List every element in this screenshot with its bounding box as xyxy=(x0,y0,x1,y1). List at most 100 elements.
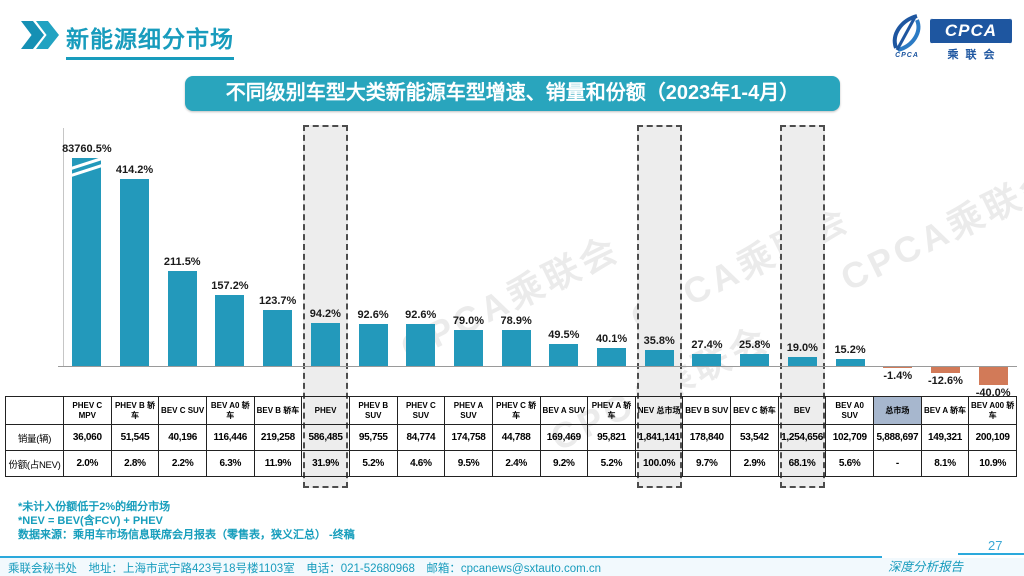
table-share-cell: 100.0% xyxy=(635,451,684,477)
footer-divider-right xyxy=(958,553,1024,555)
growth-bar xyxy=(501,330,531,366)
table-sales-cell: 178,840 xyxy=(683,425,732,451)
footer-strip xyxy=(0,558,1024,576)
growth-bar xyxy=(740,354,770,366)
table-sales-cell: 84,774 xyxy=(397,425,446,451)
table-share-cell: - xyxy=(874,451,922,477)
table-sales-cell: 219,258 xyxy=(254,425,303,451)
growth-value-label: 414.2% xyxy=(115,164,154,177)
table-share-cell: 4.6% xyxy=(397,451,446,477)
table-share-cell: 5.2% xyxy=(588,451,636,477)
table-share-cell: 9.7% xyxy=(683,451,732,477)
table-share-cell: 10.9% xyxy=(969,451,1017,477)
table-sales-cell: 53,542 xyxy=(731,425,779,451)
table-header-cell: PHEV C MPV xyxy=(64,397,112,425)
table-header-cell: BEV A00 轿车 xyxy=(969,397,1017,425)
growth-bar xyxy=(406,324,436,366)
footnote: *未计入份额低于2%的细分市场 xyxy=(18,501,171,513)
growth-bar xyxy=(310,323,340,366)
growth-bar xyxy=(453,330,483,366)
table-share-cell: 8.1% xyxy=(921,451,970,477)
growth-bar xyxy=(120,179,150,366)
highlight-box xyxy=(302,125,348,488)
table-header-cell: BEV A0 轿车 xyxy=(206,397,255,425)
growth-value-label: 27.4% xyxy=(691,338,723,351)
growth-bar xyxy=(215,295,245,366)
cpca-logo-subtitle: 乘联会 xyxy=(947,49,1002,61)
growth-bar xyxy=(835,359,865,366)
table-corner-cell xyxy=(6,397,64,425)
growth-value-label: -1.4% xyxy=(883,369,913,382)
table-sales-cell: 51,545 xyxy=(111,425,160,451)
chevron-right-icon xyxy=(36,21,59,49)
growth-value-label: 78.9% xyxy=(500,315,532,328)
table-sales-cell: 36,060 xyxy=(64,425,112,451)
table-share-cell: 2.0% xyxy=(64,451,112,477)
segment-table: PHEV C MPV PHEV B 轿车 BEV C SUV BEV A0 轿车 BEV… xyxy=(5,396,1017,477)
table-share-cell: 2.4% xyxy=(492,451,541,477)
footnotes: *未计入份额低于2%的细分市场 *NEV = BEV(含FCV) + PHEV … xyxy=(18,500,355,542)
highlight-box xyxy=(636,125,682,488)
footnote: 数据来源：乘用车市场信息联席会月报表（零售表，狭义汇总） -终稿 xyxy=(18,529,355,541)
growth-bar xyxy=(167,270,197,366)
table-sales-cell: 169,469 xyxy=(540,425,589,451)
chart-title-banner: 不同级别车型大类新能源车型增速、销量和份额（2023年1-4月） xyxy=(185,76,840,111)
growth-value-label: 157.2% xyxy=(211,280,249,293)
growth-bar xyxy=(930,367,960,373)
growth-bar xyxy=(549,343,579,366)
growth-value-label: 92.6% xyxy=(405,309,437,322)
table-sales-cell: 5,888,697 xyxy=(874,425,922,451)
table-sales-cell: 95,755 xyxy=(349,425,398,451)
table-sales-cell: 1,841,141 xyxy=(635,425,684,451)
table-header-cell: PHEV C SUV xyxy=(397,397,446,425)
report-type-label: 深度分析报告 xyxy=(888,559,964,574)
cpca-logo: CPCA 乘联会 CPCA xyxy=(884,12,1016,62)
table-header-cell: PHEV B SUV xyxy=(349,397,398,425)
table-share-cell: 5.2% xyxy=(349,451,398,477)
table-sales-cell: 116,446 xyxy=(206,425,255,451)
table-share-cell: 68.1% xyxy=(778,451,827,477)
table-header-cell: BEV B 轿车 xyxy=(254,397,303,425)
growth-bar xyxy=(787,357,817,366)
page-number: 27 xyxy=(988,538,1003,553)
table-share-cell: 9.2% xyxy=(540,451,589,477)
table-header-cell: BEV xyxy=(778,397,827,425)
table-sales-cell: 102,709 xyxy=(826,425,875,451)
table-share-cell: 2.8% xyxy=(111,451,160,477)
table-header-cell: NEV 总市场 xyxy=(635,397,684,425)
table-sales-cell: 40,196 xyxy=(159,425,207,451)
table-share-cell: 5.6% xyxy=(826,451,875,477)
growth-value-label: 83760.5% xyxy=(62,143,112,155)
table-sales-cell: 149,321 xyxy=(921,425,970,451)
growth-bar xyxy=(597,347,627,366)
table-sales-cell: 1,254,656 xyxy=(778,425,827,451)
table-share-cell: 2.9% xyxy=(731,451,779,477)
growth-value-label: 123.7% xyxy=(258,295,297,308)
table-header-cell: PHEV B 轿车 xyxy=(111,397,160,425)
growth-value-label: -12.6% xyxy=(928,374,963,387)
table-share-cell: 31.9% xyxy=(302,451,350,477)
table-header-cell: BEV A0 SUV xyxy=(826,397,875,425)
table-header-cell: BEV B SUV xyxy=(683,397,732,425)
table-share-cell: 9.5% xyxy=(445,451,493,477)
growth-value-label: 49.5% xyxy=(548,328,580,341)
cpca-logo-text: CPCA xyxy=(930,18,1012,44)
footnote: *NEV = BEV(含FCV) + PHEV xyxy=(18,515,163,527)
table-header-cell: PHEV A 轿车 xyxy=(588,397,636,425)
growth-value-label: 35.8% xyxy=(643,334,675,347)
growth-bar xyxy=(358,324,388,366)
growth-value-label: 211.5% xyxy=(163,255,201,268)
growth-value-label: 94.2% xyxy=(309,308,341,321)
table-header-cell: BEV A SUV xyxy=(540,397,589,425)
y-axis xyxy=(63,128,64,366)
growth-bar xyxy=(692,353,722,366)
table-header-cell: BEV C SUV xyxy=(159,397,207,425)
table-header-cell: PHEV C 轿车 xyxy=(492,397,541,425)
footer-contact: 乘联会秘书处 地址：上海市武宁路423号18号楼1103室 电话：021-526… xyxy=(8,563,602,575)
table-sales-cell: 44,788 xyxy=(492,425,541,451)
growth-value-label: 40.1% xyxy=(595,332,628,345)
table-header-cell: BEV A 轿车 xyxy=(921,397,970,425)
table-row-label: 份额(占NEV) xyxy=(6,451,64,477)
